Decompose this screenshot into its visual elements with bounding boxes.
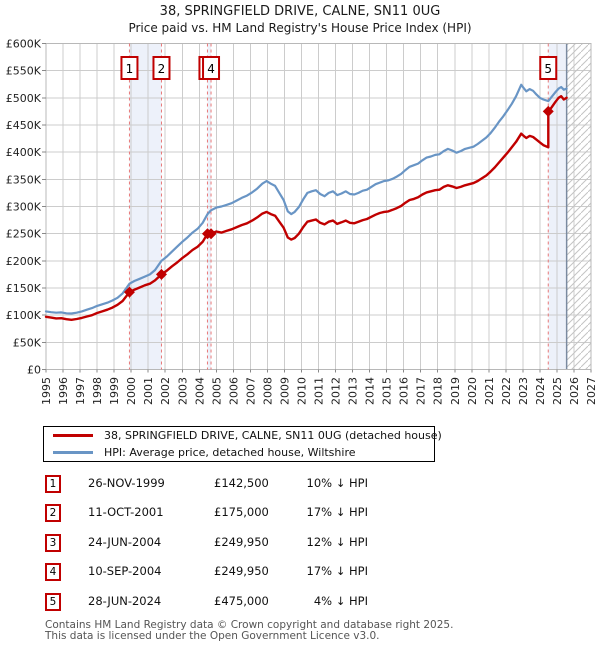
future-hatched-region (566, 43, 591, 370)
y-axis-label: £600K (6, 38, 42, 51)
transaction-price: £475,000 (214, 594, 269, 608)
y-axis-label: £50K (13, 336, 42, 349)
chart-legend: 38, SPRINGFIELD DRIVE, CALNE, SN11 0UG (… (43, 426, 442, 462)
price-history-chart: 12345£0£50K£100K£150K£200K£250K£300K£350… (6, 38, 598, 405)
sale-label-number: 1 (126, 62, 134, 76)
legend-label-property: 38, SPRINGFIELD DRIVE, CALNE, SN11 0UG (… (104, 429, 442, 443)
transaction-date: 26-NOV-1999 (88, 476, 165, 490)
property-line-swatch (53, 434, 93, 438)
transaction-number-badge: 2 (45, 504, 61, 522)
transaction-hpi-delta: 10% ↓ HPI (306, 476, 368, 490)
x-axis-label: 2007 (244, 377, 257, 405)
hpi-line-swatch (53, 450, 93, 454)
transaction-hpi-delta: 17% ↓ HPI (306, 505, 368, 519)
x-axis-label: 2009 (278, 377, 291, 405)
sale-marker-1 (123, 286, 135, 298)
transaction-row: 3 24-JUN-2004 £249,950 12% ↓ HPI (0, 534, 600, 553)
transaction-price: £249,950 (214, 535, 269, 549)
x-axis-label: 2026 (568, 377, 581, 405)
x-axis-label: 1997 (74, 377, 87, 405)
transaction-hpi-delta: 4% ↓ HPI (313, 594, 368, 608)
transaction-row: 5 28-JUN-2024 £475,000 4% ↓ HPI (0, 593, 600, 612)
transaction-date: 28-JUN-2024 (88, 594, 162, 608)
transaction-price: £249,950 (214, 564, 269, 578)
y-axis-label: £0 (27, 364, 41, 377)
transaction-date: 24-JUN-2004 (88, 535, 162, 549)
y-axis-label: £400K (6, 146, 42, 159)
x-axis-label: 2011 (313, 377, 326, 405)
x-axis-label: 2001 (142, 377, 155, 405)
sale-label-number: 2 (158, 62, 166, 76)
y-axis-label: £550K (6, 65, 42, 78)
x-axis-label: 2013 (347, 377, 360, 405)
y-axis-label: £150K (6, 282, 42, 295)
transaction-date: 11-OCT-2001 (88, 505, 164, 519)
x-axis-label: 2002 (159, 377, 172, 405)
y-axis-label: £450K (6, 119, 42, 132)
x-axis-label: 2017 (415, 377, 428, 405)
legend-row-hpi: HPI: Average price, detached house, Wilt… (44, 444, 434, 460)
property-price-line (44, 95, 568, 321)
y-axis-label: £100K (6, 309, 42, 322)
sale-label-box-2 (152, 56, 171, 80)
transaction-price: £175,000 (214, 505, 269, 519)
transaction-row: 1 26-NOV-1999 £142,500 10% ↓ HPI (0, 475, 600, 494)
x-axis-label: 2023 (517, 377, 530, 405)
x-axis-label: 2006 (227, 377, 240, 405)
x-axis-label: 2012 (330, 377, 343, 405)
x-axis-label: 2005 (210, 377, 223, 405)
transaction-number-badge: 4 (45, 563, 61, 581)
sale-marker-2 (155, 268, 167, 280)
page-subtitle: Price paid vs. HM Land Registry's House … (128, 21, 472, 35)
x-axis-label: 1998 (91, 377, 104, 405)
x-axis-label: 2003 (176, 377, 189, 405)
x-axis-label: 2004 (193, 377, 206, 405)
x-axis-label: 2018 (432, 377, 445, 405)
sale-label-number: 4 (207, 62, 215, 76)
transaction-hpi-delta: 12% ↓ HPI (306, 535, 368, 549)
x-axis-label: 2022 (500, 377, 513, 405)
sale-marker-4 (205, 228, 217, 240)
transaction-number-badge: 1 (45, 475, 61, 493)
transaction-hpi-delta: 17% ↓ HPI (306, 564, 368, 578)
y-axis-label: £500K (6, 92, 42, 105)
transaction-price: £142,500 (214, 476, 269, 490)
transaction-number-badge: 5 (45, 593, 61, 611)
x-axis-label: 2008 (261, 377, 274, 405)
sale-label-box-5 (539, 56, 558, 80)
x-axis-label: 2000 (125, 377, 138, 405)
transaction-row: 4 10-SEP-2004 £249,950 17% ↓ HPI (0, 563, 600, 582)
x-axis-label: 2015 (381, 377, 394, 405)
y-axis-label: £350K (6, 173, 42, 186)
x-axis-label: 1996 (57, 377, 70, 405)
y-axis-label: £300K (6, 201, 42, 214)
sale-label-number: 5 (544, 62, 552, 76)
x-axis-label: 2027 (585, 377, 598, 405)
x-axis-label: 2016 (398, 377, 411, 405)
sale-label-box-1 (120, 56, 139, 80)
transaction-date: 10-SEP-2004 (88, 564, 162, 578)
sale-marker-5 (542, 105, 554, 117)
y-axis-label: £250K (6, 228, 42, 241)
x-axis-label: 1999 (108, 377, 121, 405)
sale-label-box-4 (202, 56, 221, 80)
legend-label-hpi: HPI: Average price, detached house, Wilt… (104, 445, 356, 459)
transaction-row: 2 11-OCT-2001 £175,000 17% ↓ HPI (0, 504, 600, 523)
x-axis-label: 2014 (364, 377, 377, 405)
legend-row-property: 38, SPRINGFIELD DRIVE, CALNE, SN11 0UG (… (44, 428, 442, 444)
x-axis-label: 2025 (551, 377, 564, 405)
page-title: 38, SPRINGFIELD DRIVE, CALNE, SN11 0UG (159, 4, 441, 19)
x-axis-label: 2020 (466, 377, 479, 405)
transaction-number-badge: 3 (45, 534, 61, 552)
footer-licence: This data is licensed under the Open Gov… (45, 630, 380, 642)
hpi-line (44, 83, 568, 315)
x-axis-label: 1995 (40, 377, 53, 405)
footer-copyright: Contains HM Land Registry data © Crown c… (45, 619, 454, 631)
x-axis-label: 2021 (483, 377, 496, 405)
x-axis-label: 2019 (449, 377, 462, 405)
y-axis-label: £200K (6, 255, 42, 268)
x-axis-label: 2024 (534, 377, 547, 405)
x-axis-label: 2010 (295, 377, 308, 405)
